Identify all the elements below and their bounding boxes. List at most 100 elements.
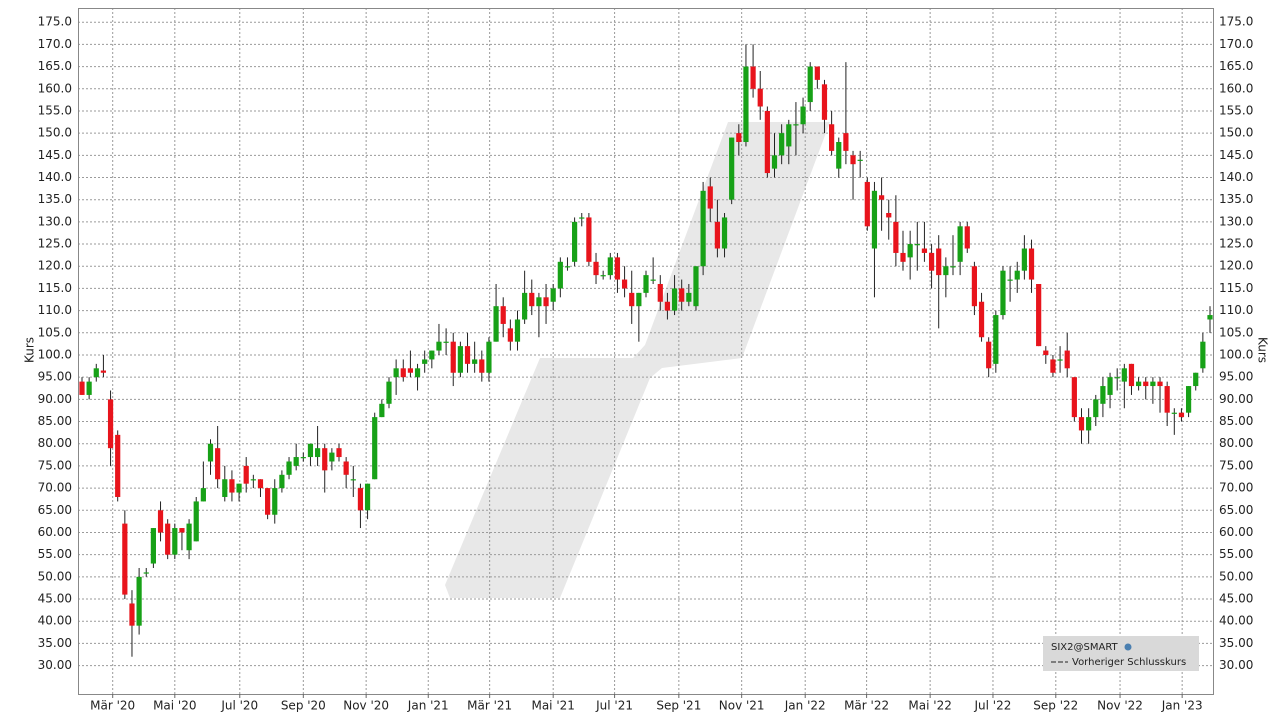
candle-body xyxy=(1014,270,1020,280)
y-tick-label: 125.0 xyxy=(38,237,72,251)
candle-body xyxy=(379,403,385,418)
candle-body xyxy=(1207,315,1213,320)
candle-body xyxy=(900,252,906,262)
candle-body xyxy=(864,181,870,227)
candle-body xyxy=(1143,381,1149,387)
x-tick-label: Sep '21 xyxy=(656,699,701,713)
candle-body xyxy=(607,257,613,276)
y-axis-label: Kurs xyxy=(23,337,37,363)
candle-body xyxy=(115,434,121,497)
y-tick-label-right: 115.0 xyxy=(1219,281,1253,295)
candle-body xyxy=(950,266,956,268)
candle-body xyxy=(322,448,328,471)
candle-body xyxy=(443,341,449,343)
candle-body xyxy=(1178,412,1185,418)
y-tick-label-right: 120.0 xyxy=(1219,259,1253,273)
candle-body xyxy=(329,452,335,462)
candle-body xyxy=(514,319,521,342)
x-tick-label: Mai '20 xyxy=(153,699,196,713)
candle-body xyxy=(107,399,114,449)
candle-body xyxy=(1043,350,1049,355)
y-tick-label: 70.00 xyxy=(38,481,72,495)
candle-body xyxy=(464,346,471,364)
legend-icon xyxy=(1124,643,1132,651)
candle-body xyxy=(479,359,485,373)
y-tick-label: 45.00 xyxy=(38,592,72,606)
candle-body xyxy=(500,306,506,324)
candle-body xyxy=(1136,381,1142,387)
candle-body xyxy=(636,292,642,307)
candle-body xyxy=(572,221,578,262)
candle-body xyxy=(1185,386,1192,413)
candle-body xyxy=(165,523,171,555)
y-tick-label-right: 110.0 xyxy=(1219,303,1253,317)
x-tick-label: Sep '20 xyxy=(281,699,326,713)
candle-body xyxy=(257,479,264,489)
y-tick-label: 170.0 xyxy=(38,37,72,51)
y-tick-label: 110.0 xyxy=(38,303,72,317)
y-tick-label: 150.0 xyxy=(38,126,72,140)
candle-body xyxy=(771,155,778,169)
x-tick-label: Mär '20 xyxy=(90,699,135,713)
candle-body xyxy=(1028,248,1035,280)
candle-body xyxy=(215,448,221,480)
legend-box xyxy=(1043,636,1199,671)
x-tick-label: Nov '21 xyxy=(719,699,765,713)
candle-body xyxy=(664,301,671,311)
candle-body xyxy=(1021,248,1027,271)
candle-body xyxy=(679,288,685,302)
candle-body xyxy=(686,292,692,302)
legend-label: SIX2@SMART xyxy=(1051,642,1119,653)
candle-body xyxy=(736,133,742,143)
y-tick-label-right: 135.0 xyxy=(1219,192,1253,206)
candle-body xyxy=(429,350,435,360)
candle-body xyxy=(1114,377,1120,379)
candle-body xyxy=(993,315,999,364)
y-tick-label-right: 155.0 xyxy=(1219,103,1253,117)
candle-body xyxy=(871,190,878,249)
candle-body xyxy=(200,488,206,502)
y-tick-label: 50.00 xyxy=(38,569,72,583)
candle-body xyxy=(129,603,135,626)
y-tick-label-right: 45.00 xyxy=(1219,592,1253,606)
x-tick-label: Jul '20 xyxy=(220,699,258,713)
candle-body xyxy=(272,488,278,515)
candle-body xyxy=(643,275,649,293)
candle-body xyxy=(1171,412,1177,414)
candle-body xyxy=(172,528,178,555)
candle-body xyxy=(507,328,513,342)
candle-body xyxy=(729,137,735,200)
candle-body xyxy=(307,443,314,458)
candle-body xyxy=(964,226,970,249)
candle-body xyxy=(1057,359,1063,361)
candle-body xyxy=(343,461,349,475)
candle-body xyxy=(143,572,149,574)
y-tick-label-right: 105.0 xyxy=(1219,325,1253,339)
candle-body xyxy=(671,288,678,311)
x-tick-label: Nov '22 xyxy=(1097,699,1143,713)
candle-body xyxy=(450,341,456,373)
candle-body xyxy=(79,381,85,395)
candle-body xyxy=(1078,417,1085,431)
y-tick-label-right: 75.00 xyxy=(1219,458,1253,472)
y-tick-label-right: 50.00 xyxy=(1219,569,1253,583)
candle-body xyxy=(314,448,321,458)
y-tick-label: 40.00 xyxy=(38,614,72,628)
legend-label: Vorheriger Schlusskurs xyxy=(1072,657,1186,668)
candle-body xyxy=(978,301,985,338)
candle-body xyxy=(1121,368,1127,382)
candle-body xyxy=(907,244,913,258)
candle-body xyxy=(793,124,799,126)
candle-body xyxy=(536,297,542,307)
candle-body xyxy=(400,368,406,378)
candle-body xyxy=(614,257,621,280)
y-tick-label: 65.00 xyxy=(38,503,72,517)
y-tick-label-right: 55.00 xyxy=(1219,547,1253,561)
x-tick-label: Mär '22 xyxy=(844,699,889,713)
y-tick-label: 155.0 xyxy=(38,103,72,117)
candle-body xyxy=(779,133,785,156)
candle-body xyxy=(186,523,192,551)
candle-body xyxy=(886,213,892,218)
y-tick-label-right: 145.0 xyxy=(1219,148,1253,162)
candle-body xyxy=(393,368,399,378)
